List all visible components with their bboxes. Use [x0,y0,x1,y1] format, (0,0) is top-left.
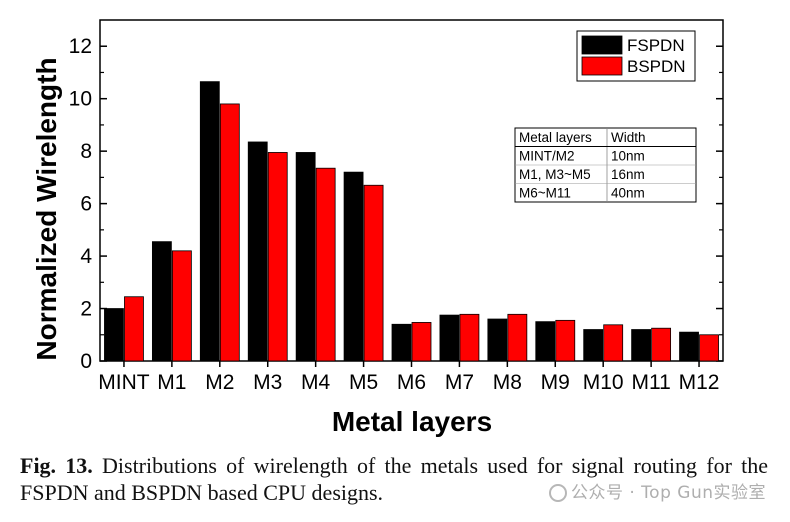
y-axis: 0 2 4 6 8 10 12 [69,35,723,373]
bar-bspdn-m3 [267,152,288,362]
table-cell: MINT/M2 [519,149,575,164]
y-tick-label: 8 [80,140,92,163]
bar-bspdn-m6 [411,322,432,362]
bar-bspdn-m8 [507,313,528,362]
x-axis: MINT M1 M2 M3 M4 M5 M6 M7 M8 M9 M10 M11 M12 [98,361,719,394]
legend-label-fspdn: FSPDN [627,36,685,55]
bar-bspdn-m1 [171,250,192,362]
bar-fspdn-m12 [679,331,699,362]
bar-fspdn-m2 [199,81,220,362]
bar-bspdn-m5 [363,184,384,362]
table-cell: 40nm [611,186,645,201]
x-tick-label: M9 [541,371,570,394]
bar-fspdn-m5 [343,171,364,362]
y-tick-label: 2 [80,298,92,321]
watermark: 公众号 · Top Gun实验室 [548,478,766,503]
x-tick-label: M12 [679,371,720,394]
bar-bspdn-m7 [459,313,480,362]
inset-table: Metal layers Width MINT/M2 10nm M1, M3~M5 16n… [514,127,697,203]
y-axis-label: Normalized Wirelength [31,57,62,360]
bar-chart: 0 2 4 6 8 10 12 MINT M1 M2 M3 M4 M5 M6 M7 M8 M9 M10 M11 M1… [31,19,724,437]
bar-fspdn-mint [104,308,124,362]
table-cell: M1, M3~M5 [519,167,591,182]
bar-fspdn-m9 [535,321,556,362]
legend-swatch-fspdn [581,35,623,55]
bar-fspdn-m3 [247,141,268,362]
table-cell: 10nm [611,149,645,164]
legend: FSPDN BSPDN [576,30,696,82]
bar-fspdn-m1 [151,241,172,362]
x-tick-label: M8 [493,371,522,394]
bar-bspdn-m9 [555,319,576,362]
caption-label: Fig. 13. [20,453,93,478]
x-tick-label: M10 [583,371,624,394]
bar-fspdn-m7 [439,314,460,362]
table-cell: 16nm [611,167,645,182]
x-tick-label: M11 [631,371,670,394]
caption-text: Distributions of wirelength of the metal… [20,453,768,505]
bar-fspdn-m4 [295,152,316,362]
x-axis-label: Metal layers [332,406,492,437]
table-cell: M6~M11 [519,186,571,201]
bar-fspdn-m10 [583,329,604,362]
bar-bspdn-m4 [315,167,336,362]
legend-swatch-bspdn [581,56,623,76]
watermark-text: 公众号 · Top Gun实验室 [570,483,766,503]
bar-bspdn-m12 [699,334,719,362]
bar-bspdn-mint [124,296,144,362]
y-tick-label: 0 [80,350,92,373]
bar-fspdn-m6 [391,323,412,362]
bar-bspdn-m10 [603,324,624,362]
bars [104,81,719,362]
wechat-icon [548,484,567,502]
x-tick-label: M1 [157,371,186,394]
x-tick-label: MINT [98,371,149,394]
bar-bspdn-m2 [219,103,240,362]
table-header-cell: Metal layers [519,130,592,145]
y-tick-label: 12 [69,35,92,58]
bar-fspdn-m8 [487,318,508,362]
y-tick-label: 4 [80,245,92,268]
bar-bspdn-m11 [651,327,672,362]
x-tick-label: M4 [301,371,330,394]
x-tick-label: M3 [253,371,282,394]
x-tick-label: M2 [205,371,234,394]
bar-fspdn-m11 [631,329,652,362]
y-tick-label: 10 [69,88,92,111]
x-tick-label: M7 [445,371,474,394]
x-tick-label: M6 [397,371,426,394]
y-tick-label: 6 [80,193,92,216]
x-tick-label: M5 [349,371,378,394]
legend-label-bspdn: BSPDN [627,57,686,76]
table-header-cell: Width [611,130,646,145]
figure-caption: Fig. 13. Distributions of wirelength of … [20,452,768,506]
